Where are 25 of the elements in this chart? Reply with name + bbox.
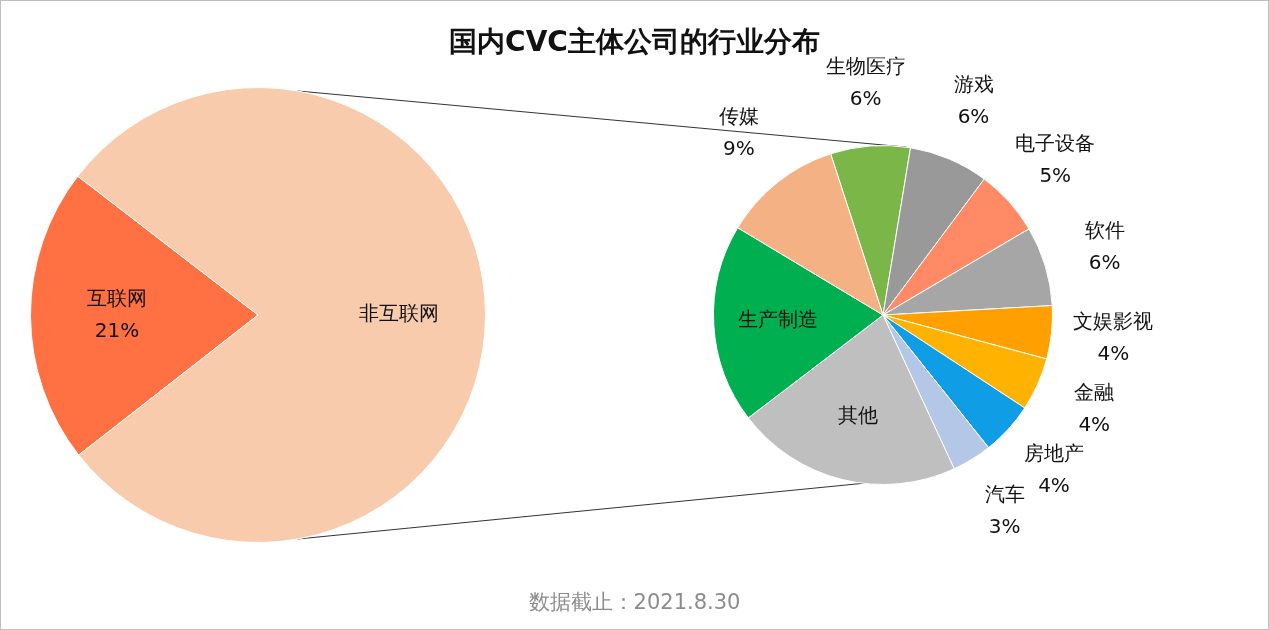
slice-label: 非互联网 [359,300,440,325]
slice-label: 其他 [837,403,878,428]
data-label: 6% [1088,250,1121,275]
slice-label: 游戏 [953,72,994,97]
slice-label: 传媒 [718,104,759,129]
data-label: 4% [1078,411,1111,436]
text: 国内CVC主体公司的行业分布 [449,25,820,58]
data-label: 3% [988,514,1021,539]
slice-label: 电子设备 [1015,130,1096,155]
slice-label: 文娱影视 [1073,309,1154,334]
data-label: 21% [94,317,140,342]
data-label: 6% [849,86,882,111]
data-label: 6% [957,104,990,129]
slice-label: 互联网 [86,285,147,310]
slice-label: 金融 [1074,379,1115,404]
slice-label: 汽车 [984,482,1025,507]
slice-label: 软件 [1084,218,1125,243]
slice-label: 生产制造 [738,307,819,332]
data-label: 5% [1039,162,1072,187]
slice-label: 房地产 [1024,441,1085,466]
slice-label: 生物医疗 [825,54,906,79]
data-label: 4% [1038,473,1070,498]
data-label: 4% [1097,341,1130,366]
text: 数据截止：2021.8.30 [527,589,742,616]
data-label: 9% [723,136,755,161]
